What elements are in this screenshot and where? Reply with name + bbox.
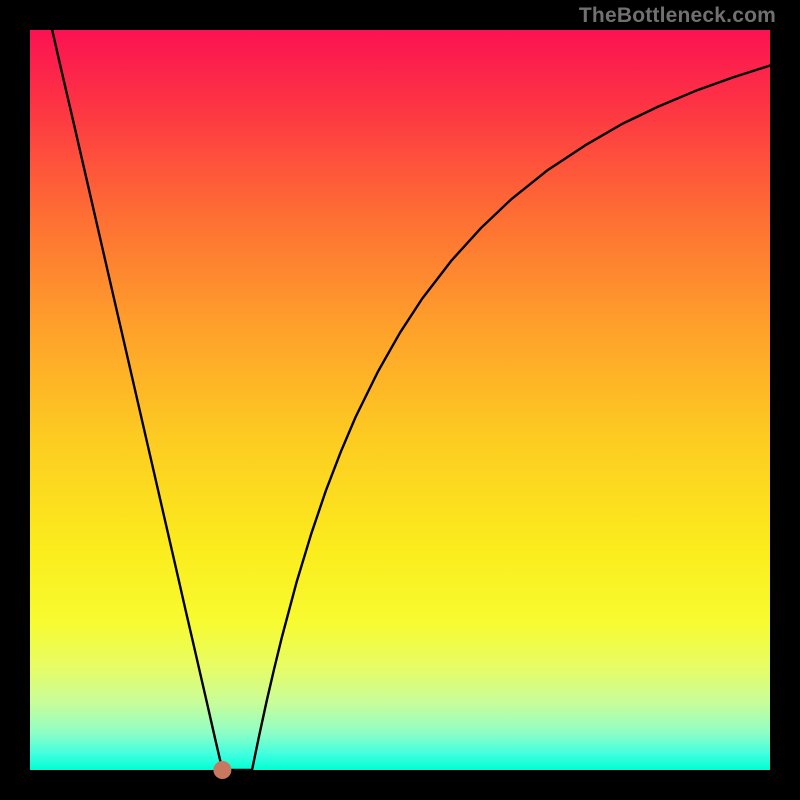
plot-background	[30, 30, 770, 770]
bottleneck-chart	[0, 0, 800, 800]
chart-frame: TheBottleneck.com	[0, 0, 800, 800]
optimal-point-marker	[213, 761, 231, 779]
